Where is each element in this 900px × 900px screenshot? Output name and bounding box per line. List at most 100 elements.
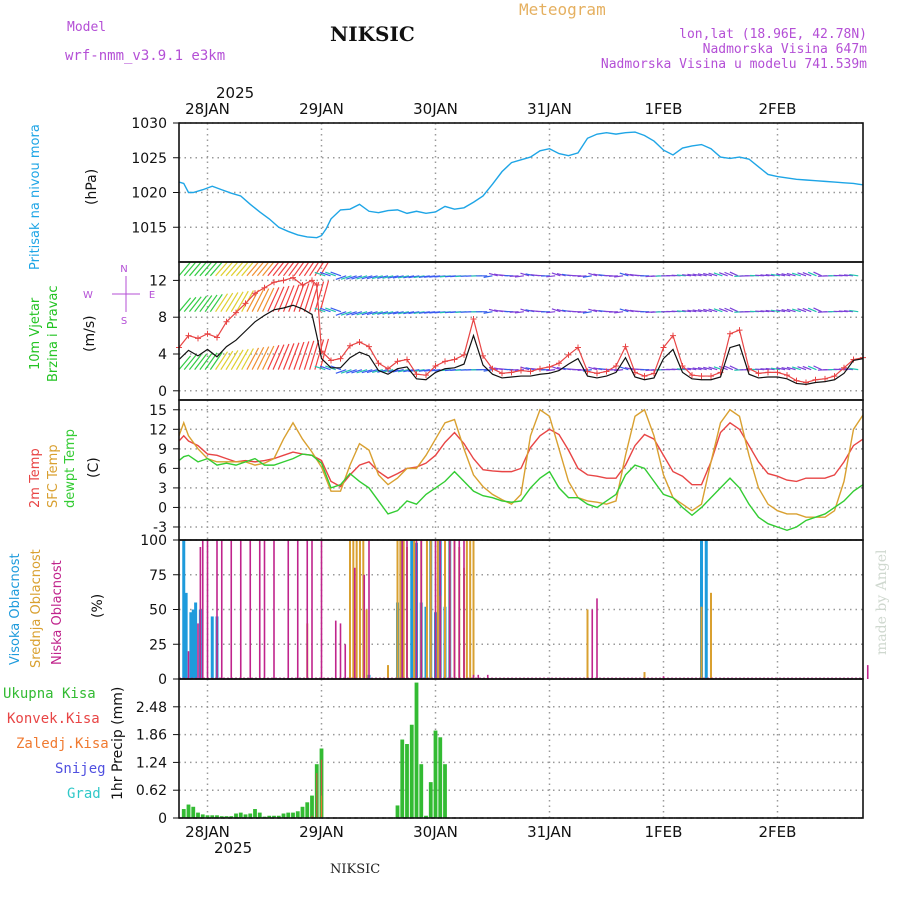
ytick-label-0-0: 1015 (131, 220, 167, 236)
wind-arrow (781, 273, 791, 277)
wind-arrow (844, 274, 854, 277)
day-label-top-3: 31JAN (527, 100, 572, 118)
wind-arrow (303, 340, 315, 370)
precip-bar (248, 813, 253, 818)
wind-arrow (230, 349, 244, 370)
wind-gust-point (508, 369, 515, 376)
ytick-label-2-2: 3 (158, 481, 167, 497)
wind-arrow (588, 272, 598, 277)
wind-arrow (256, 288, 270, 312)
wind-arrow (838, 274, 848, 277)
wind-arrow (619, 272, 629, 277)
wind-arrow (624, 309, 634, 313)
wind-arrow (844, 310, 854, 313)
wind-arrow (194, 261, 207, 277)
wind-arrow (718, 307, 728, 313)
precip-bar (215, 815, 219, 818)
precip-bar (191, 806, 196, 818)
wind-arrow (325, 271, 336, 277)
wind-gust-point (252, 290, 258, 297)
day-label-bottom-4: 1FEB (645, 823, 683, 841)
ytick-label-4-4: 2.48 (136, 700, 167, 716)
wind-arrow (288, 284, 300, 312)
wind-arrow (246, 261, 259, 277)
panel-frame-4 (178, 678, 864, 819)
wind-arrow (413, 369, 425, 372)
wind-arrow (551, 272, 561, 277)
precip-bar (219, 816, 224, 818)
precip-bar (438, 737, 443, 818)
wind-gust-point (594, 370, 600, 377)
wind-arrow (371, 369, 383, 374)
wind-arrow (418, 311, 430, 314)
wind-arrow (330, 271, 342, 277)
wind-gust-point (499, 370, 505, 377)
wind-arrow (371, 311, 383, 316)
precip-bar (181, 809, 186, 818)
precip-bar (291, 812, 295, 818)
wind-arrow (215, 351, 229, 370)
legend-grad: Grad (67, 786, 101, 802)
wind-arrow (361, 275, 373, 280)
wind-arrow (303, 261, 315, 277)
wind-arrow (520, 308, 530, 313)
wind-gust-point (822, 375, 828, 382)
wind-arrow (314, 339, 325, 370)
wind-arrow (692, 273, 702, 277)
ytick-label-1-3: 12 (149, 273, 167, 289)
wind-arrow (293, 283, 305, 312)
wind-arrow (325, 307, 336, 313)
wind-arrow (314, 365, 326, 371)
wind-gust-point (413, 371, 420, 378)
wind-arrow (251, 261, 265, 277)
wind-arrow (178, 261, 192, 277)
wind-arrow (351, 275, 363, 280)
ytick-label-3-0: 0 (158, 672, 167, 688)
day-label-top-0: 28JAN (185, 100, 230, 118)
precip-bar (257, 812, 262, 818)
precip-bar (286, 812, 291, 818)
wind-gust-point (689, 372, 695, 379)
wind-arrow (204, 261, 218, 277)
wind-arrow (624, 273, 634, 277)
wind-arrow (781, 366, 791, 371)
ytick-label-3-3: 75 (149, 568, 167, 584)
wind-gust-point (489, 365, 496, 372)
wind-arrow (199, 295, 213, 313)
wind-arrow (807, 365, 817, 371)
wind-gust-point (204, 330, 211, 337)
ytick-label-2-5: 12 (149, 422, 167, 438)
wind-arrow (729, 271, 739, 277)
pressure-line (178, 131, 864, 239)
wind-arrow (346, 369, 357, 374)
ytick-label-1-1: 4 (158, 347, 167, 363)
wind-arrow (340, 369, 352, 374)
wind-arrow (403, 369, 415, 373)
wind-arrow (267, 345, 280, 370)
wind-arrow (330, 307, 342, 313)
wind-arrow (183, 261, 197, 277)
compass-w: W (83, 290, 93, 301)
wind-arrow (802, 365, 812, 371)
wind-arrow (577, 311, 587, 313)
wind-arrow (582, 311, 592, 314)
wind-arrows (178, 261, 859, 374)
wind-arrow (403, 311, 415, 315)
wind-arrow (377, 275, 389, 280)
wind-arrow (807, 271, 817, 277)
wind-gust-point (242, 300, 249, 307)
wind-arrow (729, 365, 739, 371)
wind-arrow (262, 261, 275, 277)
wind-arrow (346, 275, 357, 280)
wind-arrow (251, 288, 265, 312)
wind-gust-point (366, 343, 372, 350)
wind-gust-point (337, 355, 344, 362)
compass-n: N (120, 264, 127, 275)
wind-gust-point (271, 279, 277, 286)
wind-arrow (256, 346, 270, 370)
wind-arrow (724, 365, 734, 371)
wind-arrow (288, 261, 300, 277)
wind-arrow (351, 369, 363, 374)
wind-arrow (760, 310, 770, 313)
